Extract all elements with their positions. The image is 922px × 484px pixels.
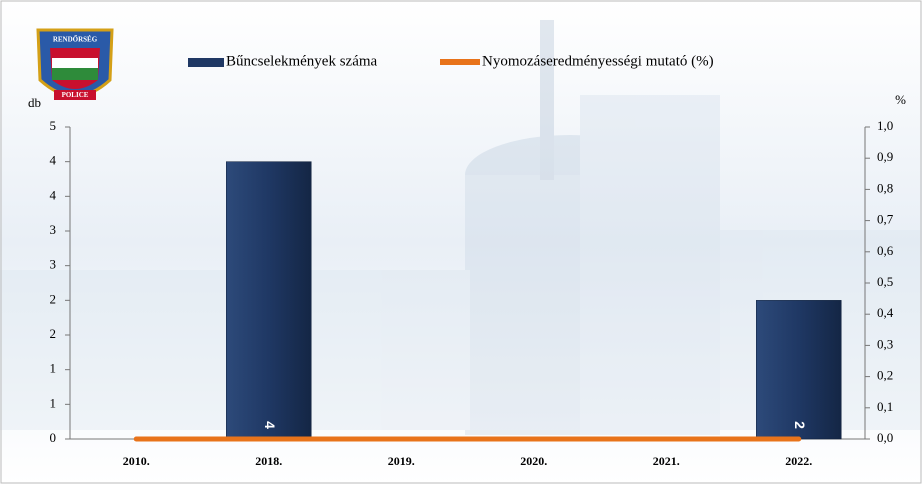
y2-tick-label: 0,8 bbox=[877, 180, 893, 195]
y2-tick-label: 0,1 bbox=[877, 399, 893, 414]
legend-swatch bbox=[188, 58, 224, 67]
y2-tick-label: 0,0 bbox=[877, 430, 893, 445]
x-tick-label: 2022. bbox=[785, 454, 812, 468]
y-tick-label: 4 bbox=[50, 153, 57, 168]
y2-tick-label: 1,0 bbox=[877, 118, 893, 133]
data-label: 2 bbox=[792, 421, 808, 429]
bar bbox=[226, 161, 312, 440]
x-tick-label: 2010. bbox=[123, 454, 150, 468]
y-tick-label: 1 bbox=[50, 395, 57, 410]
y-tick-label: 1 bbox=[50, 361, 57, 376]
logo-text: POLICE bbox=[62, 91, 89, 99]
y-tick-label: 3 bbox=[50, 257, 57, 272]
y-tick-label: 2 bbox=[50, 326, 57, 341]
legend-label: Bűncselekmények száma bbox=[226, 53, 378, 69]
y-tick-label: 2 bbox=[50, 291, 57, 306]
x-tick-label: 2018. bbox=[255, 454, 282, 468]
y2-tick-label: 0,3 bbox=[877, 336, 893, 351]
y-tick-label: 3 bbox=[50, 222, 57, 237]
logo-text: RENDŐRSÉG bbox=[53, 36, 98, 44]
y-tick-label: 4 bbox=[50, 187, 57, 202]
y2-axis-title: % bbox=[895, 92, 906, 107]
y-tick-label: 0 bbox=[50, 430, 57, 445]
x-tick-label: 2019. bbox=[388, 454, 415, 468]
y2-tick-label: 0,2 bbox=[877, 368, 893, 383]
x-tick-label: 2020. bbox=[520, 454, 547, 468]
y2-tick-label: 0,7 bbox=[877, 212, 894, 227]
y-axis-title: db bbox=[28, 95, 41, 110]
data-label: 4 bbox=[262, 421, 278, 429]
x-tick-label: 2021. bbox=[653, 454, 680, 468]
legend-label: Nyomozáseredményességi mutató (%) bbox=[482, 53, 714, 69]
logo: RENDŐRSÉG POLICE bbox=[36, 28, 114, 100]
legend-swatch bbox=[440, 59, 480, 65]
y2-tick-label: 0,4 bbox=[877, 305, 894, 320]
y-tick-label: 5 bbox=[50, 118, 57, 133]
y2-tick-label: 0,5 bbox=[877, 274, 893, 289]
bar bbox=[756, 300, 842, 440]
y2-tick-label: 0,6 bbox=[877, 243, 894, 258]
y2-tick-label: 0,9 bbox=[877, 149, 893, 164]
